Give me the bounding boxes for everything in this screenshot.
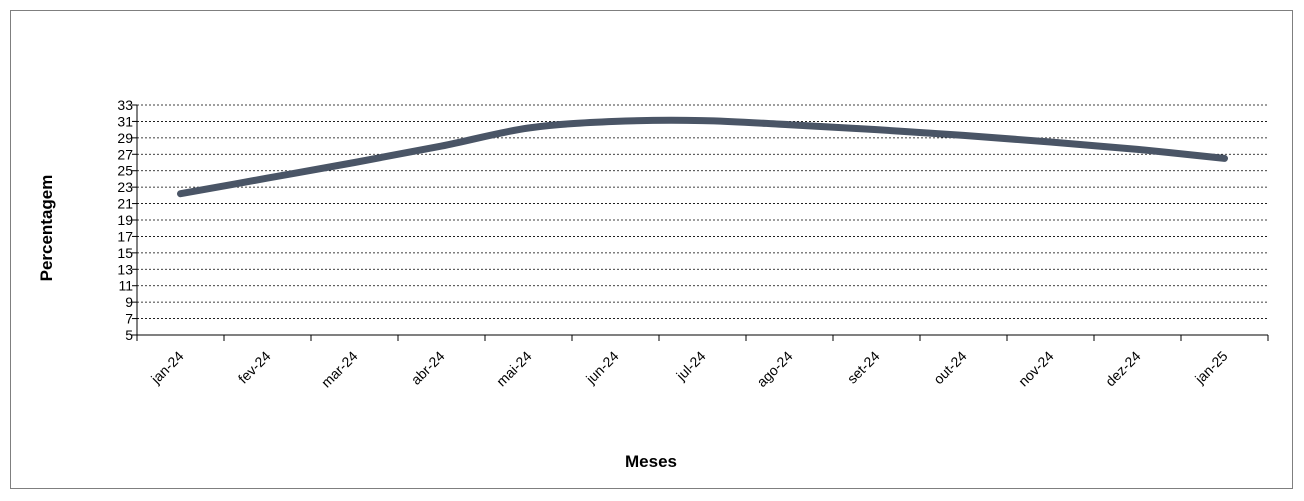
x-tick-label-set-24: set-24 [844,348,883,387]
x-tick-label-nov-24: nov-24 [1015,348,1057,390]
y-tick-label-19: 19 [117,212,133,228]
y-tick-label-31: 31 [117,113,133,129]
axes [132,104,1269,341]
y-tick-label-7: 7 [125,311,133,327]
series [177,116,1228,198]
y-tick-label-23: 23 [117,179,133,195]
x-tick-labels: jan-24 fev-24 mar-24 abr-24 mai-24 jun-24 jul-… [147,348,1231,391]
x-tick-label-mar-24: mar-24 [318,348,361,391]
x-tick-label-ago-24: ago-24 [753,348,795,390]
x-tick-label-jan-24: jan-24 [147,348,187,388]
y-tick-label-17: 17 [117,228,133,244]
x-tick-label-abr-24: abr-24 [408,348,448,388]
x-tick-label-jan-25: jan-25 [1191,348,1231,388]
y-tick-label-21: 21 [117,196,133,212]
y-axis-title: Percentagem [37,175,56,282]
y-tick-label-15: 15 [117,245,133,261]
grid-lines [137,104,1268,319]
series-line-0 [177,116,1228,198]
x-tick-label-fev-24: fev-24 [235,348,274,387]
x-tick-label-mai-24: mai-24 [493,348,535,390]
y-tick-label-27: 27 [117,146,133,162]
y-tick-label-5: 5 [125,327,133,343]
y-tick-label-33: 33 [117,97,133,113]
y-tick-label-25: 25 [117,163,133,179]
x-axis-title: Meses [625,452,677,471]
y-tick-label-9: 9 [125,294,133,310]
x-tick-label-out-24: out-24 [930,348,970,388]
x-tick-label-jun-24: jun-24 [582,348,622,388]
y-tick-label-29: 29 [117,130,133,146]
x-tick-label-jul-24: jul-24 [672,348,708,384]
chart-frame [10,10,1293,489]
y-tick-label-11: 11 [118,278,133,294]
y-tick-label-13: 13 [117,261,133,277]
x-tick-label-dez-24: dez-24 [1102,348,1144,390]
